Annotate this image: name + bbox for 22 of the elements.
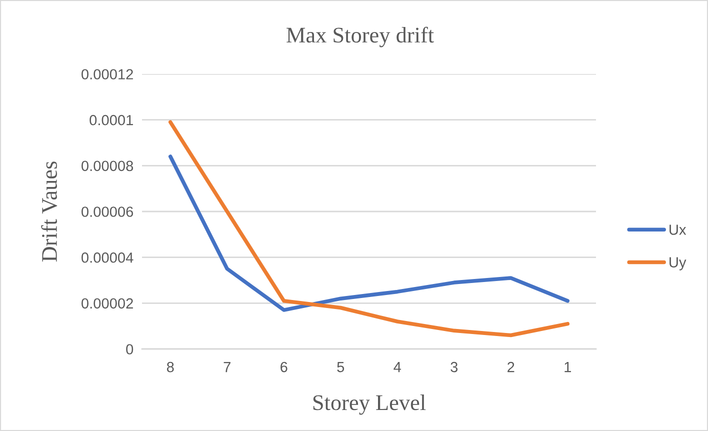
x-tick-label: 7 <box>224 362 230 372</box>
y-tick-label: 0.00012 <box>82 69 133 80</box>
legend-label: Uy <box>670 257 686 270</box>
y-axis-title: Drift Vaues <box>41 162 58 262</box>
y-tick-label: 0.00008 <box>82 160 134 172</box>
chart-title: Max Storey drift <box>286 26 434 48</box>
y-tick-label: 0.0001 <box>90 114 133 126</box>
x-tick-label: 8 <box>166 362 174 372</box>
y-tick-label: 0 <box>126 344 134 354</box>
x-tick-label: 6 <box>280 362 288 372</box>
x-tick-label: 4 <box>394 362 402 372</box>
line-series <box>168 154 570 312</box>
y-tick-label: 0.00006 <box>82 206 134 217</box>
x-tick-label: 1 <box>564 362 571 372</box>
line-series <box>168 120 570 338</box>
x-axis-title: Storey Level <box>313 394 426 415</box>
legend-label: Ux <box>670 224 686 235</box>
y-tick-label: 0.00002 <box>82 298 133 309</box>
x-tick-label: 2 <box>508 362 514 372</box>
y-tick-label: 0.00004 <box>82 252 134 263</box>
x-tick-label: 3 <box>450 362 458 372</box>
x-tick-label: 5 <box>337 362 344 372</box>
